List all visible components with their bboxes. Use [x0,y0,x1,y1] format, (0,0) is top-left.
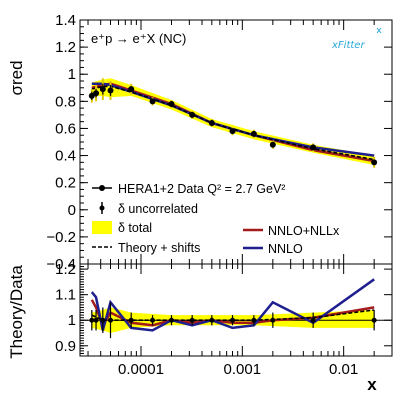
top-data-point [99,86,106,93]
top-y-tick-label: 1 [68,66,76,83]
bottom-data-point [310,317,316,323]
legend-item-total: δ total [92,221,152,235]
bottom-x-tick-label: 0.0001 [118,361,164,378]
bottom-plot-frame [79,263,393,357]
bottom-data-points [89,302,377,339]
bottom-y-axis-label: Theory/Data [7,265,26,359]
top-theory-shifts-curve [91,85,375,161]
legend-item-nnlo: NNLO [243,242,303,256]
legend: HERA1+2 Data Q² = 2.7 GeV² δ uncorrelate… [92,182,340,256]
legend-nnlo-label: NNLO [268,242,303,256]
legend-item-shifts: Theory + shifts [92,241,200,255]
top-data-point [229,128,236,135]
legend-item-nnlo-nllx: NNLO+NLLx [243,224,340,238]
top-data-point [168,101,175,108]
bottom-data-point [169,317,175,323]
top-data-points [88,78,378,168]
top-data-point [310,144,317,151]
bottom-data-point [150,317,156,323]
top-y-tick-label: 1.4 [55,12,76,29]
top-y-tick-label: 1.2 [55,39,76,56]
bottom-y-tick-label: 1 [68,312,76,329]
legend-uncorr-label: δ uncorrelated [118,202,198,216]
legend-shifts-label: Theory + shifts [118,241,200,255]
bottom-data-point [209,317,215,323]
bottom-data-point [251,317,257,323]
bottom-data-point [270,317,276,323]
xfitter-logo: xFitter [331,40,365,51]
bottom-axes: 0.9 1 1.1 1.2 0.0001 0.001 0.01 [55,261,393,378]
process-title: e⁺p → e⁺X (NC) [91,31,186,46]
top-y-tick-label: 0.6 [55,120,76,137]
xfitter-logo-mark [376,27,382,34]
top-data-point [93,90,100,97]
legend-item-data: HERA1+2 Data Q² = 2.7 GeV² [92,182,285,196]
top-data-point [269,141,276,148]
bottom-data-point [108,317,114,323]
top-y-tick-label: −0.2 [46,229,76,246]
bottom-x-tick-label: 0.01 [329,361,358,378]
bottom-data-point [89,317,95,323]
x-axis-label: x [367,375,377,394]
top-y-tick-label: 0.8 [55,93,76,110]
top-y-tick-label: 0 [68,202,76,219]
top-data-point [371,159,378,166]
legend-uncorr-marker [99,205,105,211]
top-y-tick-label: 0.2 [55,175,76,192]
legend-nnlo-nllx-label: NNLO+NLLx [268,224,340,238]
bottom-data-point [93,317,99,323]
top-y-tick-label: −0.4 [46,256,76,273]
top-data-point [149,98,156,105]
top-data-point [107,87,114,94]
bottom-data-point [100,317,106,323]
bottom-data-point [371,317,377,323]
top-data-point [128,86,135,93]
bottom-data-point [189,317,195,323]
top-y-tick-label: 0.4 [55,148,76,165]
top-data-point [208,120,215,127]
bottom-data-point [230,317,236,323]
legend-total-label: δ total [118,221,152,235]
bottom-x-tick-label: 0.001 [224,361,262,378]
bottom-y-tick-label: 0.9 [55,338,76,355]
top-data-point [250,130,257,137]
legend-data-marker [99,185,105,191]
top-axes: −0.4 −0.2 0 0.2 0.4 0.6 0.8 1 1.2 1.4 [46,12,393,273]
legend-item-uncorrelated: δ uncorrelated [99,202,198,216]
legend-data-label: HERA1+2 Data Q² = 2.7 GeV² [118,182,285,196]
bottom-nnlo-curve [90,278,375,332]
bottom-y-tick-label: 1.2 [55,261,76,278]
top-y-axis-label: σred [7,60,26,95]
bottom-panel [79,263,393,357]
legend-total-swatch [92,221,112,234]
bottom-y-tick-label: 1.1 [55,287,76,304]
top-data-point [189,111,196,118]
bottom-data-point [128,317,134,323]
